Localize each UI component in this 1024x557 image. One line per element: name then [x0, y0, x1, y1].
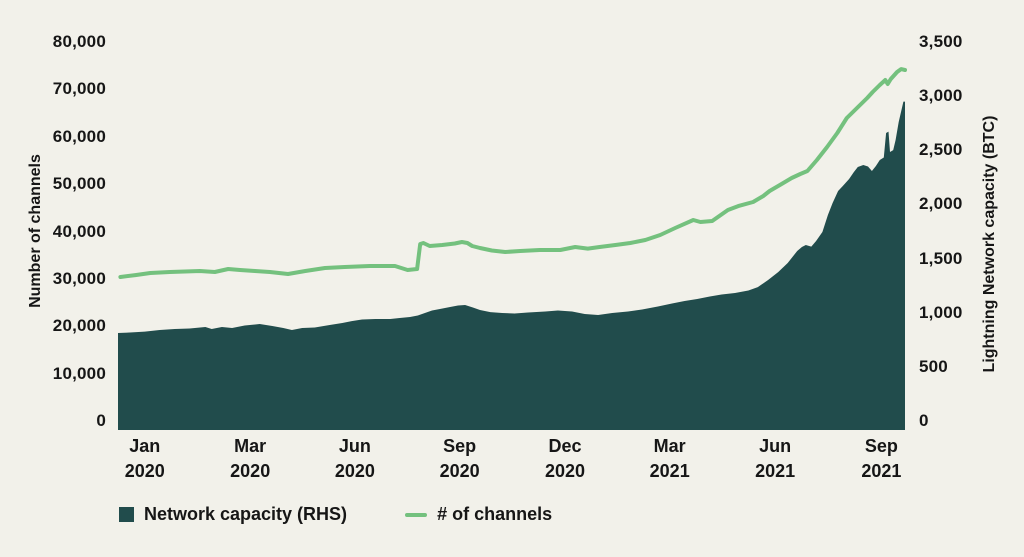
- right-axis-tick: 1,500: [919, 248, 963, 268]
- x-axis-tick: Jun 2021: [755, 436, 796, 481]
- left-axis-tick: 60,000: [52, 126, 106, 146]
- left-axis-tick: 80,000: [52, 32, 106, 51]
- left-axis-tick: 20,000: [52, 316, 106, 336]
- right-axis-tick: 1,000: [919, 302, 963, 322]
- network-capacity-swatch-icon: [119, 507, 134, 522]
- x-axis-tick: Mar 2020: [230, 436, 271, 481]
- capacity-area-series: [118, 101, 905, 430]
- right-axis-tick: 500: [919, 356, 948, 376]
- right-axis-tick: 2,500: [919, 140, 963, 160]
- left-axis-tick: 70,000: [52, 79, 106, 99]
- left-axis-tick: 50,000: [52, 174, 106, 194]
- x-axis-tick: Sep 2020: [439, 436, 480, 481]
- right-axis-tick: 3,000: [919, 86, 963, 106]
- channels-line-series: [118, 67, 907, 279]
- channels-swatch-icon: [405, 512, 428, 517]
- legend-label-channels: # of channels: [437, 504, 553, 524]
- left-axis-tick: 40,000: [52, 221, 106, 241]
- right-axis-title: Lightning Network capacity (BTC): [981, 115, 998, 373]
- x-axis-tick: Sep 2021: [861, 436, 902, 481]
- legend-item-channels: # of channels: [405, 504, 552, 525]
- right-axis-tick: 2,000: [919, 194, 963, 214]
- x-axis-tick: Dec 2020: [544, 436, 586, 481]
- legend: Network capacity (RHS) # of channels: [119, 504, 552, 525]
- legend-label-network-capacity: Network capacity (RHS): [144, 504, 348, 524]
- left-axis-tick: 10,000: [52, 363, 106, 383]
- x-axis-tick: Jan 2020: [124, 436, 165, 481]
- x-axis-tick: Mar 2021: [649, 436, 690, 481]
- left-axis-tick: 0: [96, 411, 106, 430]
- legend-item-network-capacity: Network capacity (RHS): [119, 504, 347, 525]
- x-axis-tick: Jun 2020: [334, 436, 375, 481]
- right-axis-tick: 0: [919, 411, 929, 430]
- right-axis-tick: 3,500: [919, 32, 963, 51]
- left-axis-tick: 30,000: [52, 268, 106, 288]
